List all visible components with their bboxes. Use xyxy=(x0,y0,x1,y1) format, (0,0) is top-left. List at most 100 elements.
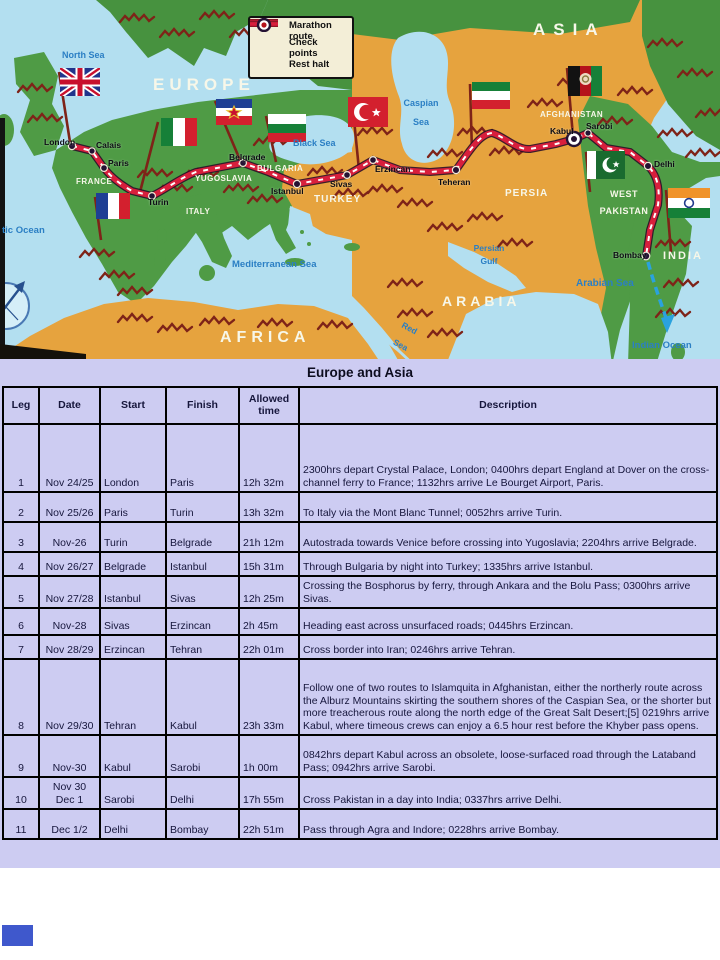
sea-label-caspian-sea: Caspian Sea xyxy=(403,98,439,127)
header-date: Date xyxy=(38,386,101,425)
city-label-paris: Paris xyxy=(108,158,129,168)
finish-cell: Turin xyxy=(165,491,240,523)
leg-cell: 11 xyxy=(2,808,40,840)
table-row: 2 Nov 25/26 Paris Turin 13h 32m To Italy… xyxy=(2,491,718,523)
description-cell: Pass through Agra and Indore; 0228hrs ar… xyxy=(298,808,718,840)
start-cell: Sivas xyxy=(99,607,167,636)
leg-cell: 8 xyxy=(2,658,40,736)
description-cell: 0842hrs depart Kabul across an obsolete,… xyxy=(298,734,718,778)
legend-label: Marathon route xyxy=(289,19,332,42)
ship-route-arrow xyxy=(646,261,675,333)
leg-cell: 2 xyxy=(2,491,40,523)
time-cell: 22h 01m xyxy=(238,634,300,660)
map-legend: Marathon route Check points Rest halt xyxy=(248,16,354,79)
table-row: 9 Nov-30 Kabul Sarobi 1h 00m 0842hrs dep… xyxy=(2,734,718,778)
region-label-europe: EUROPE xyxy=(153,75,255,94)
city-label-sivas: Sivas xyxy=(330,179,353,189)
start-cell: Paris xyxy=(99,491,167,523)
start-cell: Turin xyxy=(99,521,167,553)
date-cell: Nov-28 xyxy=(38,607,101,636)
leg-cell: 1 xyxy=(2,423,40,493)
legend-label: Check points xyxy=(289,36,318,59)
start-cell: Tehran xyxy=(99,658,167,736)
finish-cell: Delhi xyxy=(165,776,240,810)
legend-row-rest-halt: Rest halt xyxy=(255,18,347,73)
region-label-india: INDIA xyxy=(663,250,703,262)
start-cell: Kabul xyxy=(99,734,167,778)
city-label-calais: Calais xyxy=(96,140,122,150)
city-label-kabul: Kabul xyxy=(550,126,574,136)
city-label-sarobi: Sarobi xyxy=(586,121,613,131)
table-row: 10 Nov 30 Dec 1 Sarobi Delhi 17h 55m Cro… xyxy=(2,776,718,810)
finish-cell: Sarobi xyxy=(165,734,240,778)
blue-rectangle-artifact xyxy=(2,925,33,946)
description-cell: Crossing the Bosphorus by ferry, through… xyxy=(298,575,718,609)
date-cell: Nov 29/30 xyxy=(38,658,101,736)
region-label-arabia: ARABIA xyxy=(442,293,521,309)
sea-label-mediterranean-sea: Mediterranean Sea xyxy=(232,259,317,270)
route-map-illustration: N Marathon route Check points xyxy=(0,0,720,359)
finish-cell: Bombay xyxy=(165,808,240,840)
sea-label-indian-ocean: Indian Ocean xyxy=(632,340,692,351)
description-cell: Autostrada towards Venice before crossin… xyxy=(298,521,718,553)
region-label-africa: AFRICA xyxy=(220,329,311,346)
section-title: Europe and Asia xyxy=(306,365,414,380)
time-cell: 22h 51m xyxy=(238,808,300,840)
date-cell: Nov 26/27 xyxy=(38,551,101,577)
time-cell: 2h 45m xyxy=(238,607,300,636)
date-cell: Dec 1/2 xyxy=(38,808,101,840)
leg-cell: 5 xyxy=(2,575,40,609)
header-description: Description xyxy=(298,386,718,425)
legend-label: Rest halt xyxy=(289,59,330,70)
leg-cell: 3 xyxy=(2,521,40,553)
table-row: 7 Nov 28/29 Erzincan Tehran 22h 01m Cros… xyxy=(2,634,718,660)
leg-cell: 4 xyxy=(2,551,40,577)
date-cell: Nov 27/28 xyxy=(38,575,101,609)
time-cell: 1h 00m xyxy=(238,734,300,778)
time-cell: 23h 33m xyxy=(238,658,300,736)
legend-row-check-points: Check points xyxy=(250,19,347,59)
city-label-istanbul: Istanbul xyxy=(271,186,304,196)
date-cell: Nov 24/25 xyxy=(38,423,101,493)
time-cell: 21h 12m xyxy=(238,521,300,553)
start-cell: London xyxy=(99,423,167,493)
city-label-turin: Turin xyxy=(148,197,169,207)
finish-cell: Belgrade xyxy=(165,521,240,553)
table-header-row: Leg Date Start Finish Allowed time Descr… xyxy=(2,386,718,425)
region-label-asia: ASIA xyxy=(533,20,606,39)
sea-label-black-sea: Black Sea xyxy=(293,138,336,148)
table-row: 4 Nov 26/27 Belgrade Istanbul 15h 31m Th… xyxy=(2,551,718,577)
region-label-france: FRANCE xyxy=(76,177,113,186)
start-cell: Istanbul xyxy=(99,575,167,609)
time-cell: 12h 32m xyxy=(238,423,300,493)
finish-cell: Sivas xyxy=(165,575,240,609)
description-cell: 2300hrs depart Crystal Palace, London; 0… xyxy=(298,423,718,493)
region-label-afghanistan: AFGHANISTAN xyxy=(540,110,604,119)
region-label-persia: PERSIA xyxy=(505,188,549,199)
description-cell: Cross border into Iran; 0246hrs arrive T… xyxy=(298,634,718,660)
date-cell: Nov-30 xyxy=(38,734,101,778)
header-allowed-time: Allowed time xyxy=(238,386,300,425)
sea-label-atlantic-ocean: tic Ocean xyxy=(2,225,45,236)
time-cell: 12h 25m xyxy=(238,575,300,609)
table-row: 6 Nov-28 Sivas Erzincan 2h 45m Heading e… xyxy=(2,607,718,636)
sea-label-north-sea: North Sea xyxy=(62,50,105,60)
region-label-yugoslavia: YUGOSLAVIA xyxy=(195,174,253,183)
finish-cell: Paris xyxy=(165,423,240,493)
table-row: 5 Nov 27/28 Istanbul Sivas 12h 25m Cross… xyxy=(2,575,718,609)
table-row: 8 Nov 29/30 Tehran Kabul 23h 33m Follow … xyxy=(2,658,718,736)
date-cell: Nov-26 xyxy=(38,521,101,553)
date-cell: Nov 30 Dec 1 xyxy=(38,776,101,810)
leg-cell: 6 xyxy=(2,607,40,636)
region-label-italy: ITALY xyxy=(186,207,211,216)
table-row: 1 Nov 24/25 London Paris 12h 32m 2300hrs… xyxy=(2,423,718,493)
finish-cell: Erzincan xyxy=(165,607,240,636)
checkpoint-dots xyxy=(67,129,653,261)
start-cell: Sarobi xyxy=(99,776,167,810)
region-label-bulgaria: BULGARIA xyxy=(257,164,304,173)
time-cell: 13h 32m xyxy=(238,491,300,523)
city-label-london: London xyxy=(44,137,76,147)
finish-cell: Istanbul xyxy=(165,551,240,577)
time-cell: 17h 55m xyxy=(238,776,300,810)
